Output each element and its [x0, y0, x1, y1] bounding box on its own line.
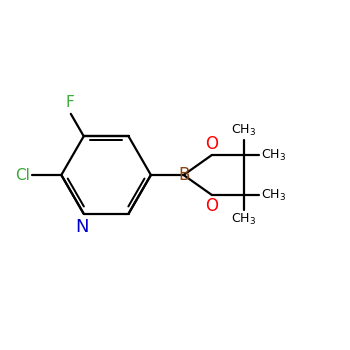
Text: CH$_3$: CH$_3$ [261, 188, 286, 203]
Text: N: N [75, 218, 89, 236]
Text: O: O [205, 197, 218, 215]
Text: F: F [66, 96, 75, 110]
Text: O: O [205, 135, 218, 153]
Text: B: B [178, 166, 189, 184]
Text: CH$_3$: CH$_3$ [261, 147, 286, 162]
Text: Cl: Cl [15, 168, 30, 182]
Text: CH$_3$: CH$_3$ [231, 123, 257, 138]
Text: CH$_3$: CH$_3$ [231, 212, 257, 227]
